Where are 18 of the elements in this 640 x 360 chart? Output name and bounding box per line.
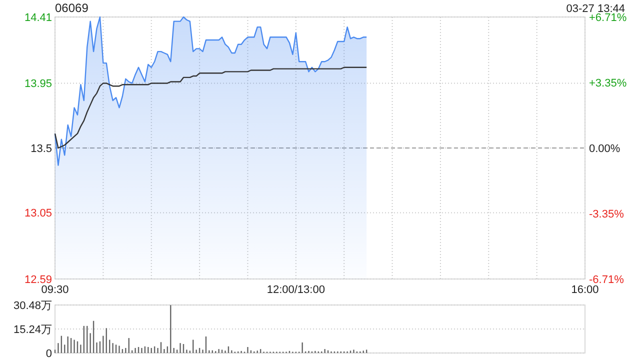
y2-tick-label: -6.71%: [589, 274, 624, 286]
y-tick-label: 13.95: [24, 78, 52, 90]
y-tick-label: 12.59: [24, 274, 52, 286]
y-tick-label: 13.05: [24, 208, 52, 220]
y-tick-label: 15.24万: [13, 324, 52, 336]
x-tick-label: 16:00: [571, 284, 599, 296]
y2-tick-label: 0.00%: [589, 142, 620, 155]
y-tick-label: 0: [46, 348, 52, 360]
y-tick-label: 13.5: [30, 142, 52, 155]
x-tick-label: 09:30: [41, 284, 69, 296]
y-tick-label: 14.41: [24, 12, 52, 24]
chart-title: 06069: [55, 1, 89, 15]
y2-tick-label: +3.35%: [589, 77, 627, 90]
y-tick-label: 30.48万: [13, 300, 52, 312]
line-series: [54, 66, 368, 149]
x-tick-label: 12:00/13:00: [266, 284, 325, 296]
y2-tick-label: +6.71%: [589, 12, 627, 24]
y2-tick-label: -3.35%: [589, 208, 624, 220]
